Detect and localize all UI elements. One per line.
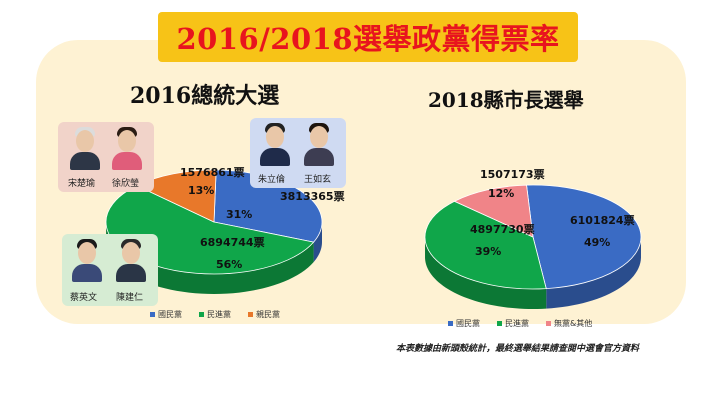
- pie-slice-side: [546, 237, 641, 309]
- legend-label: 國民黨: [456, 318, 480, 328]
- data-label-percent: 49%: [584, 236, 610, 249]
- data-label-votes: 6894744票: [200, 236, 265, 249]
- photo-pfp-candidates: 宋楚瑜 徐欣瑩: [58, 122, 154, 192]
- candidate-photo: [68, 126, 102, 170]
- data-label-votes: 1507173票: [480, 168, 545, 181]
- candidate-name: 朱立倫: [258, 175, 286, 185]
- photo-dpp-candidates: 蔡英文 陳建仁: [62, 234, 158, 306]
- data-label-percent: 13%: [188, 184, 214, 197]
- legend-swatch: [497, 321, 502, 326]
- legend-2018: 國民黨 民進黨 無黨&其他: [448, 318, 592, 328]
- candidate-name: 蔡英文: [70, 293, 98, 303]
- candidate-photo: [302, 122, 336, 166]
- legend-label: 民進黨: [207, 309, 231, 319]
- candidate-photo: [110, 126, 144, 170]
- candidate-name: 宋楚瑜: [68, 179, 96, 189]
- legend-label: 親民黨: [256, 309, 280, 319]
- data-label-percent: 12%: [488, 187, 514, 200]
- title-banner: 2016/2018選舉政黨得票率: [158, 12, 578, 62]
- candidate-photo: [258, 122, 292, 166]
- data-label-percent: 31%: [226, 208, 252, 221]
- pie-slice-無黨&其他: [453, 184, 534, 238]
- legend-label: 國民黨: [158, 309, 182, 319]
- banner-title: 2016/2018選舉政黨得票率: [176, 22, 560, 56]
- data-label-votes: 6101824票: [570, 214, 635, 227]
- legend-swatch: [248, 312, 253, 317]
- legend-swatch: [448, 321, 453, 326]
- candidate-photo: [114, 238, 148, 282]
- legend-label: 民進黨: [505, 318, 529, 328]
- chart-title-2016: 2016總統大選: [130, 83, 280, 109]
- candidate-photo: [70, 238, 104, 282]
- legend-swatch: [546, 321, 551, 326]
- pie-slice-民進黨: [424, 200, 547, 290]
- legend-swatch: [199, 312, 204, 317]
- pie-chart-2018: 6101824票 49% 4897730票 39% 1507173票 12%: [424, 168, 642, 309]
- chart-title-2018: 2018縣市長選舉: [428, 88, 584, 112]
- candidate-name: 陳建仁: [116, 293, 144, 303]
- pie-slice-國民黨: [526, 184, 642, 290]
- candidate-name: 徐欣瑩: [112, 179, 140, 189]
- pie-slice-side: [425, 237, 547, 309]
- data-label-votes: 3813365票: [280, 190, 345, 203]
- pie-slice-國民黨: [213, 169, 323, 243]
- photo-kmt-candidates: 朱立倫 王如玄: [250, 118, 346, 188]
- data-label-percent: 56%: [216, 258, 242, 271]
- legend-2016: 國民黨 民進黨 親民黨: [150, 309, 280, 319]
- legend-label: 無黨&其他: [554, 318, 592, 328]
- legend-swatch: [150, 312, 155, 317]
- data-label-votes: 4897730票: [470, 223, 535, 236]
- footnote: 本表數據由新頭殼統計，最終選舉結果請查閱中選會官方資料: [396, 344, 640, 354]
- data-label-votes: 1576861票: [180, 166, 245, 179]
- candidate-name: 王如玄: [304, 175, 332, 185]
- data-label-percent: 39%: [475, 245, 501, 258]
